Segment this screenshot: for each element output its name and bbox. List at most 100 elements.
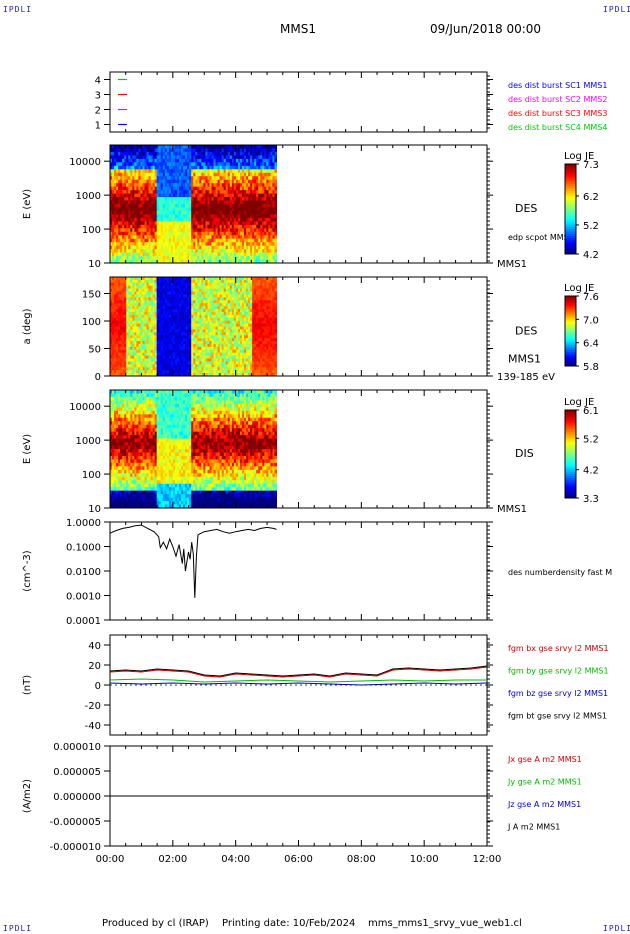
heatmap-cell — [229, 186, 233, 191]
heatmap-cell — [272, 228, 275, 233]
heatmap-cell — [162, 332, 166, 336]
heatmap-cell — [189, 358, 192, 362]
heatmap-cell — [274, 228, 278, 233]
heatmap-cell — [274, 210, 278, 215]
heatmap-cell — [110, 183, 113, 188]
heatmap-cell — [209, 361, 213, 365]
heatmap-cell — [239, 190, 243, 195]
heatmap-cell — [235, 186, 239, 191]
heatmap-cell — [217, 355, 221, 360]
heatmap-cell — [225, 358, 229, 362]
heatmap-cell — [207, 235, 210, 240]
heatmap-cell — [244, 245, 247, 250]
heatmap-cell — [116, 349, 119, 354]
heatmap-cell — [152, 145, 156, 149]
heatmap-cell — [272, 256, 275, 261]
heatmap-cell — [221, 349, 225, 354]
heatmap-cell — [160, 329, 164, 333]
heatmap-cell — [177, 235, 180, 240]
heatmap-cell — [203, 148, 206, 153]
heatmap-cell — [150, 231, 154, 236]
heatmap-cell — [128, 224, 131, 229]
heatmap-cell — [203, 204, 206, 208]
heatmap-cell — [146, 323, 150, 327]
heatmap-cell — [170, 183, 174, 188]
heatmap-cell — [199, 291, 202, 295]
heatmap-cell — [112, 303, 115, 307]
heatmap-cell — [156, 176, 160, 181]
heatmap-cell — [146, 214, 150, 219]
heatmap-cell — [258, 204, 261, 208]
heatmap-cell — [166, 285, 170, 290]
heatmap-cell — [268, 183, 271, 188]
heatmap-cell — [268, 245, 271, 250]
heatmap-cell — [205, 277, 208, 281]
heatmap-cell — [241, 207, 245, 212]
heatmap-cell — [126, 148, 129, 153]
heatmap-cell — [179, 323, 182, 327]
heatmap-cell — [116, 252, 119, 257]
heatmap-cell — [187, 183, 190, 188]
heatmap-cell — [237, 252, 241, 257]
heatmap-cell — [205, 343, 208, 348]
heatmap-cell — [170, 317, 174, 322]
heatmap-cell — [246, 200, 249, 205]
heatmap-cell — [148, 249, 152, 254]
heatmap-cell — [183, 221, 186, 226]
heatmap-cell — [122, 169, 125, 174]
heatmap-cell — [126, 291, 129, 295]
heatmap-cell — [146, 367, 150, 371]
heatmap-cell — [110, 358, 113, 362]
heatmap-cell — [213, 224, 217, 229]
heatmap-cell — [272, 172, 275, 177]
heatmap-cell — [172, 373, 176, 377]
heatmap-cell — [213, 303, 217, 307]
heatmap-cell — [170, 306, 174, 310]
heatmap-cell — [148, 294, 152, 298]
heatmap-cell — [233, 228, 237, 233]
heatmap-cell — [221, 326, 225, 330]
heatmap-cell — [156, 249, 160, 254]
heatmap-cell — [217, 197, 221, 202]
heatmap-cell — [244, 162, 247, 167]
heatmap-cell — [217, 165, 221, 170]
heatmap-cell — [128, 148, 131, 153]
heatmap-cell — [179, 155, 182, 160]
heatmap-cell — [219, 210, 223, 215]
heatmap-cell — [162, 311, 166, 316]
heatmap-cell — [235, 204, 239, 208]
heatmap-cell — [162, 214, 166, 219]
heatmap-cell — [120, 204, 123, 208]
colorbar-cell — [565, 179, 576, 183]
heatmap-cell — [142, 207, 146, 212]
heatmap-cell — [203, 151, 206, 156]
heatmap-cell — [146, 245, 150, 250]
heatmap-cell — [110, 214, 113, 219]
heatmap-cell — [152, 335, 156, 339]
heatmap-cell — [122, 256, 125, 261]
heatmap-cell — [148, 309, 152, 313]
heatmap-cell — [189, 291, 192, 295]
heatmap-cell — [241, 231, 245, 236]
heatmap-cell — [122, 186, 125, 191]
heatmap-cell — [189, 176, 192, 181]
heatmap-cell — [211, 197, 215, 202]
heatmap-cell — [187, 235, 190, 240]
heatmap-cell — [144, 200, 148, 205]
heatmap-cell — [168, 221, 172, 226]
heatmap-cell — [140, 165, 143, 170]
heatmap-cell — [112, 373, 115, 377]
heatmap-cell — [246, 169, 249, 174]
heatmap-cell — [122, 259, 125, 264]
heatmap-cell — [252, 158, 255, 163]
heatmap-cell — [187, 179, 190, 184]
heatmap-cell — [177, 231, 180, 236]
heatmap-cell — [122, 346, 125, 351]
heatmap-cell — [154, 179, 158, 184]
heatmap-cell — [112, 323, 115, 327]
heatmap-cell — [221, 341, 225, 345]
heatmap-cell — [193, 179, 196, 184]
heatmap-cell — [193, 332, 196, 336]
heatmap-cell — [174, 329, 178, 333]
heatmap-cell — [164, 148, 168, 153]
